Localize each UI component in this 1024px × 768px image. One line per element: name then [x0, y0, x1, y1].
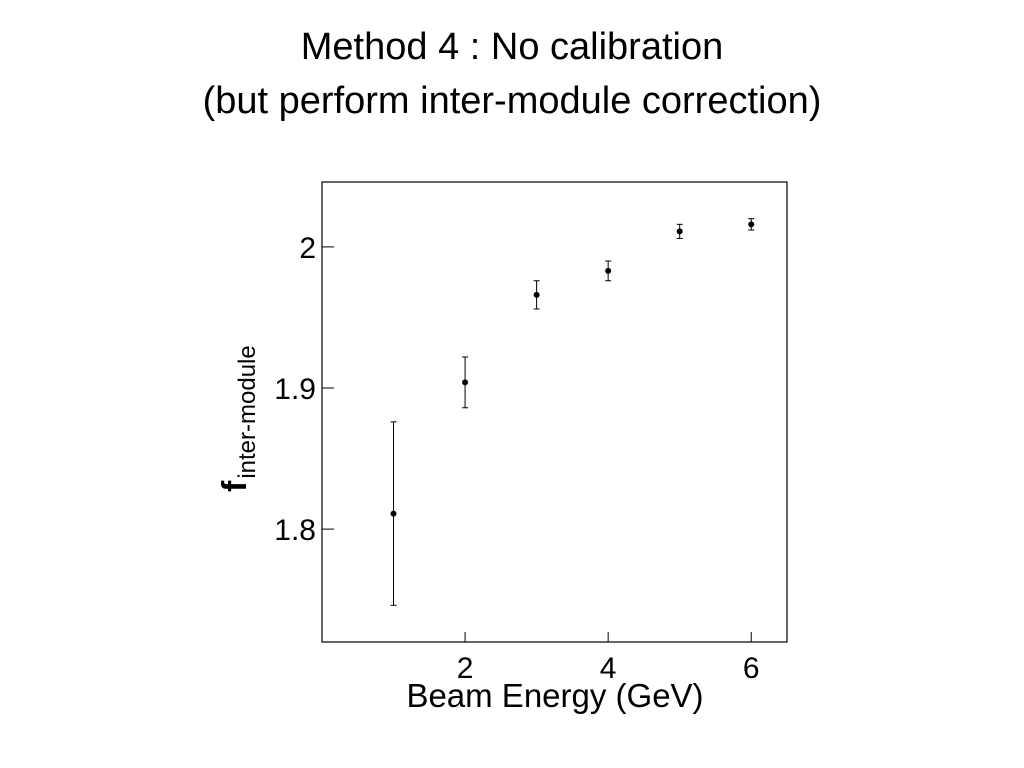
y-axis-label-subscript: inter-module — [234, 345, 261, 478]
data-point — [462, 356, 469, 409]
x-axis: 2 4 6 — [457, 632, 760, 685]
y-axis-label: f inter-module — [216, 345, 261, 492]
y-tick-label: 1.8 — [274, 514, 316, 547]
data-point — [390, 421, 397, 606]
data-point — [748, 218, 755, 231]
y-axis-label-main: f — [216, 480, 254, 492]
marker — [748, 221, 755, 228]
title-line-2: (but perform inter-module correction) — [202, 80, 822, 122]
y-tick-label: 2 — [299, 232, 316, 265]
x-axis-label: Beam Energy (GeV) — [406, 677, 703, 714]
marker — [390, 510, 397, 517]
x-tick-label: 2 — [457, 652, 474, 685]
data-point — [605, 260, 612, 282]
marker — [605, 267, 612, 274]
data-point — [676, 223, 683, 239]
title-line-1: Method 4 : No calibration — [300, 26, 724, 68]
y-axis: 1.8 1.9 2 — [274, 232, 334, 547]
marker — [676, 228, 683, 235]
y-tick-label: 1.9 — [274, 373, 316, 406]
data-points — [390, 218, 755, 606]
data-point — [533, 280, 540, 310]
x-tick-label: 6 — [743, 652, 760, 685]
marker — [533, 291, 540, 298]
marker — [462, 379, 469, 386]
x-tick-label: 4 — [600, 652, 617, 685]
plot-frame — [321, 181, 788, 643]
page-title: Method 4 : No calibration (but perform i… — [0, 20, 1024, 128]
